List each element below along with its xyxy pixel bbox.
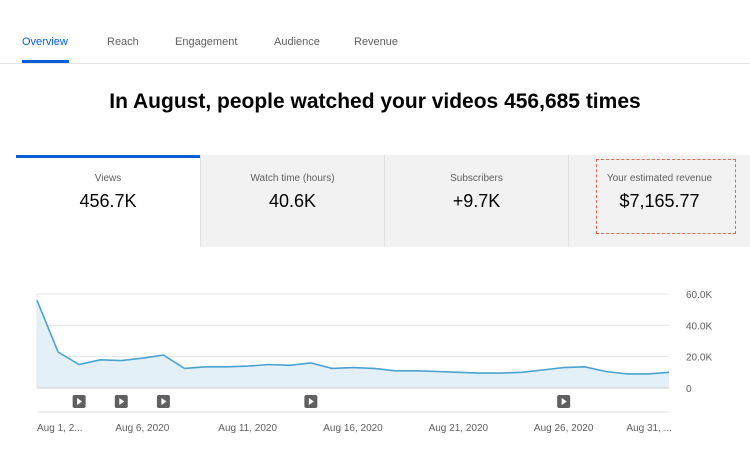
y-tick-label: 60.0K	[686, 290, 712, 301]
metric-card-subscribers[interactable]: Subscribers +9.7K	[384, 155, 568, 247]
metric-value: +9.7K	[452, 191, 501, 211]
metric-card-watch-time[interactable]: Watch time (hours) 40.6K	[200, 155, 384, 247]
metric-label: Subscribers	[450, 173, 503, 184]
metric-label: Your estimated revenue	[606, 173, 713, 184]
active-tab-indicator	[22, 60, 69, 63]
x-tick-label: Aug 31, ...	[626, 423, 672, 434]
tab-reach[interactable]: Reach	[107, 36, 139, 48]
analytics-tab-bar: Overview Reach Engagement Audience Reven…	[0, 0, 750, 64]
metric-card-views[interactable]: Views 456.7K	[16, 155, 200, 247]
revenue-highlight-box	[596, 159, 736, 234]
x-tick-label: Aug 11, 2020	[218, 423, 277, 434]
metric-value: $7,165.77	[619, 191, 700, 211]
metric-value: 456.7K	[79, 191, 137, 211]
selected-card-indicator	[16, 155, 200, 158]
y-tick-label: 0	[686, 384, 692, 395]
tab-revenue[interactable]: Revenue	[354, 36, 399, 48]
tab-audience[interactable]: Audience	[274, 36, 320, 48]
x-tick-label: Aug 1, 2...	[37, 423, 83, 434]
x-tick-label: Aug 6, 2020	[115, 423, 169, 434]
page-headline: In August, people watched your videos 45…	[109, 90, 641, 113]
metric-label: Views	[94, 173, 122, 184]
x-tick-label: Aug 16, 2020	[323, 423, 383, 434]
play-icon	[119, 398, 125, 405]
play-icon	[308, 398, 314, 405]
x-tick-label: Aug 26, 2020	[534, 423, 594, 434]
metric-card-estimated-revenue[interactable]: Your estimated revenue $7,165.77	[568, 155, 750, 247]
y-tick-label: 20.0K	[686, 353, 712, 364]
views-area	[37, 300, 669, 388]
tab-engagement[interactable]: Engagement	[175, 36, 238, 48]
play-icon	[561, 398, 567, 405]
views-chart: 60.0K 40.0K 20.0K 0 Aug 1, 2... Aug 6, 2020 Au…	[0, 270, 750, 450]
views-chart-svg: 60.0K 40.0K 20.0K 0 Aug 1, 2... Aug 6, 2020 Au…	[36, 290, 712, 434]
metric-label: Watch time (hours)	[250, 173, 335, 184]
metric-value: 40.6K	[268, 191, 317, 211]
x-tick-label: Aug 21, 2020	[429, 423, 489, 434]
views-series-line	[36, 299, 670, 375]
tab-overview[interactable]: Overview	[22, 36, 68, 48]
play-icon	[77, 398, 83, 405]
y-tick-label: 40.0K	[686, 321, 712, 332]
play-icon	[161, 398, 167, 405]
metric-cards: Views 456.7K Watch time (hours) 40.6K Su…	[16, 155, 750, 247]
